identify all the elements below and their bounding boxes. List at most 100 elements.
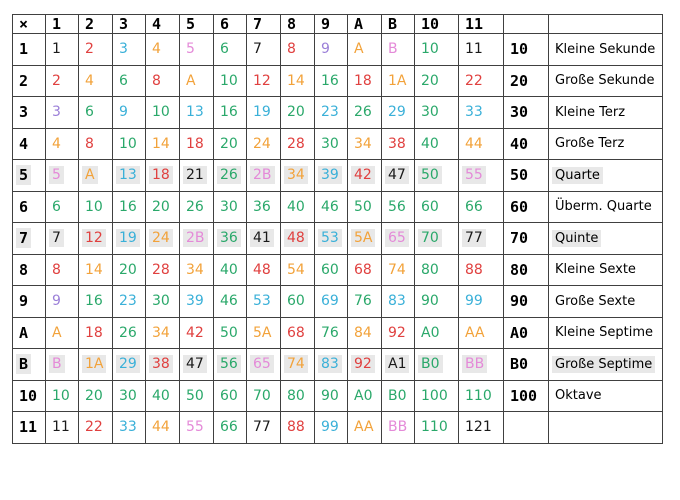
column-header: 1 bbox=[45, 14, 79, 34]
row-label: 1 bbox=[12, 33, 46, 66]
product-cell: 88 bbox=[280, 411, 315, 444]
row-label: 4 bbox=[12, 127, 46, 160]
product-cell-text: 55 bbox=[462, 166, 486, 185]
column-header-text: 6 bbox=[220, 15, 230, 33]
header-row: × 1 2 3 4 5 6 7 8 9 A B 10 11 bbox=[12, 14, 663, 34]
product-cell-text: 65 bbox=[385, 229, 409, 248]
product-cell-text: BB bbox=[388, 419, 408, 436]
product-cell: 41 bbox=[246, 222, 281, 255]
product-cell-text: 56 bbox=[217, 355, 241, 374]
product-cell-text: 40 bbox=[287, 198, 305, 215]
row-label: 9 bbox=[12, 285, 46, 318]
interval-code: 60 bbox=[503, 190, 549, 223]
product-cell: AA bbox=[347, 411, 382, 444]
interval-name-text: Kleine Sexte bbox=[555, 262, 636, 278]
product-cell-text: 69 bbox=[321, 293, 339, 310]
table-row: 11 11 22 33 44 55 66 77 88 99 AA BB 110 121 bbox=[12, 411, 663, 444]
product-cell-text: 70 bbox=[253, 387, 271, 404]
product-cell: 5 bbox=[45, 159, 79, 192]
product-cell-text: AA bbox=[354, 419, 374, 436]
row-label-text: 5 bbox=[16, 165, 32, 186]
interval-code-text: 50 bbox=[510, 166, 529, 185]
interval-code: 80 bbox=[503, 253, 549, 286]
interval-name: Kleine Sexte bbox=[548, 253, 663, 286]
product-cell: 11 bbox=[45, 411, 79, 444]
interval-name: Kleine Terz bbox=[548, 96, 663, 129]
interval-code-text: 20 bbox=[510, 71, 529, 90]
product-cell-text: 18 bbox=[85, 324, 103, 341]
product-cell: 8 bbox=[280, 33, 315, 66]
product-cell: 9 bbox=[112, 96, 146, 129]
product-cell: 34 bbox=[347, 127, 382, 160]
product-cell: 34 bbox=[145, 316, 180, 349]
row-label-text: 9 bbox=[19, 292, 29, 311]
product-cell-text: 22 bbox=[85, 419, 103, 436]
product-cell: 53 bbox=[246, 285, 281, 318]
product-cell: 42 bbox=[179, 316, 214, 349]
product-cell-text: 3 bbox=[52, 104, 61, 121]
product-cell-text: B bbox=[49, 355, 65, 374]
interval-name: Große Sekunde bbox=[548, 64, 663, 97]
interval-name-text: Oktave bbox=[555, 388, 602, 404]
product-cell: 1A bbox=[78, 348, 113, 381]
product-cell: 20 bbox=[280, 96, 315, 129]
product-cell: 21 bbox=[179, 159, 214, 192]
row-label-text: 10 bbox=[19, 386, 38, 405]
product-cell-text: 11 bbox=[52, 419, 70, 436]
product-cell: 90 bbox=[414, 285, 459, 318]
product-cell: 50 bbox=[347, 190, 382, 223]
interval-code-text: 80 bbox=[510, 260, 529, 279]
product-cell-text: 20 bbox=[152, 198, 170, 215]
interval-code: 90 bbox=[503, 285, 549, 318]
product-cell: 80 bbox=[414, 253, 459, 286]
product-cell: 10 bbox=[78, 190, 113, 223]
product-cell-text: 30 bbox=[220, 198, 238, 215]
product-cell: 24 bbox=[246, 127, 281, 160]
product-cell: B0 bbox=[414, 348, 459, 381]
product-cell-text: 92 bbox=[388, 324, 406, 341]
product-cell-text: 48 bbox=[253, 261, 271, 278]
product-cell: 66 bbox=[213, 411, 247, 444]
product-cell-text: 29 bbox=[388, 104, 406, 121]
product-cell: 18 bbox=[78, 316, 113, 349]
product-cell-text: 12 bbox=[253, 72, 271, 89]
row-label-text: 8 bbox=[19, 260, 29, 279]
column-header: 5 bbox=[179, 14, 214, 34]
interval-name-text: Große Sekunde bbox=[555, 73, 655, 89]
product-cell: 65 bbox=[246, 348, 281, 381]
product-cell-text: 16 bbox=[321, 72, 339, 89]
product-cell-text: 84 bbox=[354, 324, 372, 341]
product-cell: 14 bbox=[280, 64, 315, 97]
product-cell-text: 20 bbox=[85, 387, 103, 404]
product-cell-text: 70 bbox=[418, 229, 442, 248]
product-cell-text: 7 bbox=[49, 229, 64, 248]
product-cell: 1A bbox=[381, 64, 415, 97]
table-row: A A 18 26 34 42 50 5A 68 76 84 92 A0 AA A0 Kleine Septi… bbox=[12, 316, 663, 349]
product-cell: 30 bbox=[314, 127, 348, 160]
product-cell-text: 44 bbox=[152, 419, 170, 436]
product-cell: 22 bbox=[458, 64, 504, 97]
product-cell-text: 34 bbox=[152, 324, 170, 341]
product-cell-text: 99 bbox=[465, 293, 483, 310]
interval-name-text: Große Sexte bbox=[555, 293, 636, 309]
product-cell: AA bbox=[458, 316, 504, 349]
product-cell: 2 bbox=[45, 64, 79, 97]
product-cell-text: 38 bbox=[388, 135, 406, 152]
interval-code-text: A0 bbox=[510, 323, 529, 342]
product-cell: 36 bbox=[246, 190, 281, 223]
interval-code bbox=[503, 411, 549, 444]
product-cell: 44 bbox=[145, 411, 180, 444]
product-cell: 26 bbox=[347, 96, 382, 129]
column-header: A bbox=[347, 14, 382, 34]
product-cell-text: 41 bbox=[250, 229, 274, 248]
row-label-text: 7 bbox=[16, 228, 32, 249]
interval-code: 40 bbox=[503, 127, 549, 160]
product-cell: 16 bbox=[314, 64, 348, 97]
product-cell: 88 bbox=[458, 253, 504, 286]
product-cell: 34 bbox=[280, 159, 315, 192]
product-cell: 42 bbox=[347, 159, 382, 192]
product-cell-text: 14 bbox=[287, 72, 305, 89]
product-cell-text: 56 bbox=[388, 198, 406, 215]
product-cell-text: 22 bbox=[465, 72, 483, 89]
product-cell: 22 bbox=[78, 411, 113, 444]
